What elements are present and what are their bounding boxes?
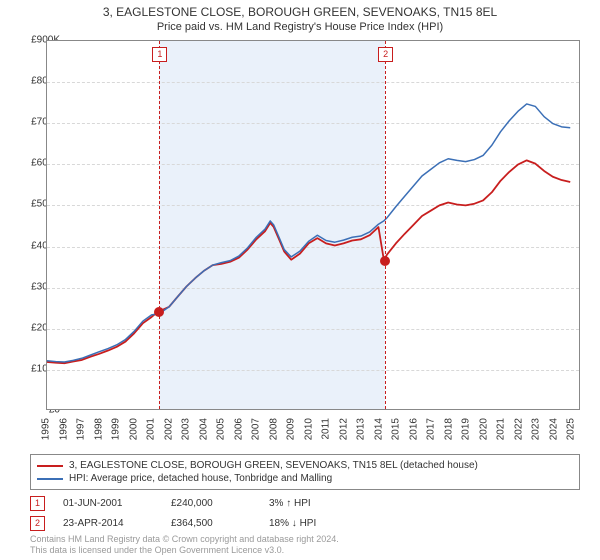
transaction-row: 2 23-APR-2014 £364,500 18% ↓ HPI	[30, 516, 316, 531]
marker-label-icon: 2	[378, 47, 393, 62]
x-axis-labels: 1995199619971998199920002001200220032004…	[46, 414, 580, 448]
transaction-delta: 3% ↑ HPI	[269, 498, 311, 509]
x-tick-label: 2006	[233, 418, 244, 440]
x-tick-label: 2018	[443, 418, 454, 440]
x-tick-label: 2002	[163, 418, 174, 440]
x-tick-label: 2025	[566, 418, 577, 440]
x-tick-label: 1995	[41, 418, 52, 440]
transaction-date: 01-JUN-2001	[63, 498, 153, 509]
x-tick-label: 2016	[408, 418, 419, 440]
x-tick-label: 2000	[128, 418, 139, 440]
x-tick-label: 1999	[111, 418, 122, 440]
x-tick-label: 2024	[548, 418, 559, 440]
x-tick-label: 2015	[391, 418, 402, 440]
x-tick-label: 2017	[426, 418, 437, 440]
x-tick-label: 2004	[198, 418, 209, 440]
transaction-marker-icon: 1	[30, 496, 45, 511]
legend-swatch	[37, 478, 63, 480]
x-tick-label: 2008	[268, 418, 279, 440]
arrow-up-icon: ↑	[286, 498, 291, 509]
legend-item: 3, EAGLESTONE CLOSE, BOROUGH GREEN, SEVE…	[37, 459, 573, 472]
x-tick-label: 2013	[356, 418, 367, 440]
legend-swatch	[37, 465, 63, 467]
x-tick-label: 2021	[496, 418, 507, 440]
x-tick-label: 2011	[321, 418, 332, 440]
transaction-row: 1 01-JUN-2001 £240,000 3% ↑ HPI	[30, 496, 311, 511]
marker-line	[159, 41, 160, 409]
legend-label: HPI: Average price, detached house, Tonb…	[69, 472, 332, 485]
sale-point-icon	[154, 307, 164, 317]
x-tick-label: 1998	[93, 418, 104, 440]
legend-label: 3, EAGLESTONE CLOSE, BOROUGH GREEN, SEVE…	[69, 459, 478, 472]
x-tick-label: 2020	[478, 418, 489, 440]
transaction-price: £240,000	[171, 498, 251, 509]
marker-label-icon: 1	[152, 47, 167, 62]
x-tick-label: 2003	[181, 418, 192, 440]
arrow-down-icon: ↓	[292, 518, 297, 529]
legend-item: HPI: Average price, detached house, Tonb…	[37, 472, 573, 485]
transaction-date: 23-APR-2014	[63, 518, 153, 529]
x-tick-label: 2010	[303, 418, 314, 440]
transaction-marker-icon: 2	[30, 516, 45, 531]
sale-point-icon	[380, 256, 390, 266]
x-tick-label: 2005	[216, 418, 227, 440]
chart-title: 3, EAGLESTONE CLOSE, BOROUGH GREEN, SEVE…	[0, 0, 600, 20]
x-tick-label: 2007	[251, 418, 262, 440]
chart-subtitle: Price paid vs. HM Land Registry's House …	[0, 20, 600, 35]
plot-box: 12	[46, 40, 580, 410]
x-tick-label: 2023	[531, 418, 542, 440]
x-tick-label: 1996	[58, 418, 69, 440]
transaction-price: £364,500	[171, 518, 251, 529]
x-tick-label: 2014	[373, 418, 384, 440]
x-tick-label: 1997	[76, 418, 87, 440]
chart-area: 12	[46, 40, 580, 410]
x-tick-label: 2012	[338, 418, 349, 440]
series-lines	[47, 41, 579, 409]
marker-line	[385, 41, 386, 409]
x-tick-label: 2022	[513, 418, 524, 440]
x-tick-label: 2009	[286, 418, 297, 440]
x-tick-label: 2019	[461, 418, 472, 440]
x-tick-label: 2001	[146, 418, 157, 440]
footer-attribution: Contains HM Land Registry data © Crown c…	[30, 534, 339, 557]
legend-box: 3, EAGLESTONE CLOSE, BOROUGH GREEN, SEVE…	[30, 454, 580, 490]
transaction-delta: 18% ↓ HPI	[269, 518, 316, 529]
